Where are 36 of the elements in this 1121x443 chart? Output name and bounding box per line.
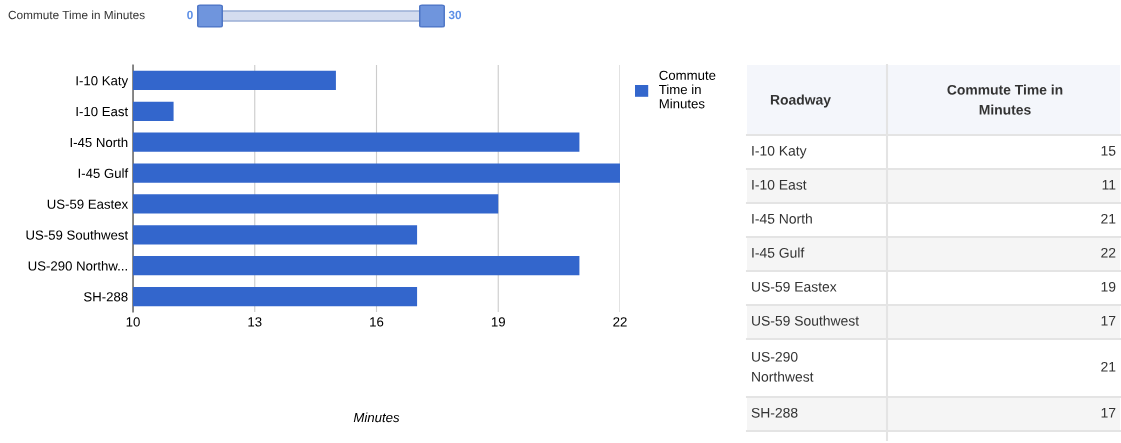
y-tick-label: I-45 North (70, 137, 128, 148)
y-tick-label: I-10 East (76, 106, 129, 117)
legend-label: Commute Time in Minutes (659, 70, 716, 109)
x-tick-label: 16 (370, 317, 384, 327)
y-tick-label: I-45 Gulf (78, 168, 129, 178)
data-label: 21 (1101, 213, 1116, 224)
category-label: I-45 North (752, 213, 812, 224)
data-label: 21 (1101, 361, 1116, 372)
y-tick-label: I-10 Katy (76, 76, 129, 88)
y-tick-label: US-290 Northw... (28, 260, 127, 271)
x-tick-label: 22 (613, 317, 627, 327)
x-axis-title: Minutes (353, 412, 400, 423)
data-label: 17 (1101, 316, 1116, 326)
category-label: I-10 Katy (752, 145, 807, 159)
category-label: US-290 Northwest (752, 351, 814, 382)
text: 30 (448, 10, 462, 20)
data-label: 22 (1101, 247, 1116, 258)
y-tick-label: US-59 Eastex (47, 199, 128, 209)
text: 0 (187, 10, 193, 20)
data-label: 15 (1101, 146, 1116, 156)
y-tick-label: US-59 Southwest (26, 230, 129, 240)
category-label: US-59 Eastex (752, 281, 837, 292)
data-label: 19 (1101, 281, 1116, 292)
data-label: 17 (1101, 408, 1116, 418)
text: Commute Time in Minutes (8, 10, 145, 20)
y-tick-label: SH-288 (84, 292, 128, 302)
category-label: I-45 Gulf (752, 247, 805, 258)
category-label: SH-288 (751, 407, 798, 418)
x-tick-label: 10 (126, 317, 140, 327)
data-label: 11 (1102, 180, 1116, 190)
text: Commute Time in Minutes (947, 84, 1063, 115)
category-label: I-10 East (752, 179, 807, 190)
x-tick-label: 13 (248, 317, 262, 327)
category-label: US-59 Southwest (752, 315, 859, 326)
text: Roadway (770, 94, 831, 108)
x-tick-label: 19 (491, 317, 505, 327)
